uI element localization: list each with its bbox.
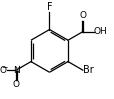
Text: +: + bbox=[16, 65, 21, 70]
Text: O: O bbox=[0, 66, 6, 75]
Text: O: O bbox=[13, 80, 19, 89]
Text: Br: Br bbox=[83, 65, 93, 75]
Text: −: − bbox=[1, 63, 7, 72]
Text: O: O bbox=[79, 11, 86, 20]
Text: OH: OH bbox=[93, 27, 107, 36]
Text: F: F bbox=[46, 2, 52, 12]
Text: N: N bbox=[13, 66, 19, 75]
